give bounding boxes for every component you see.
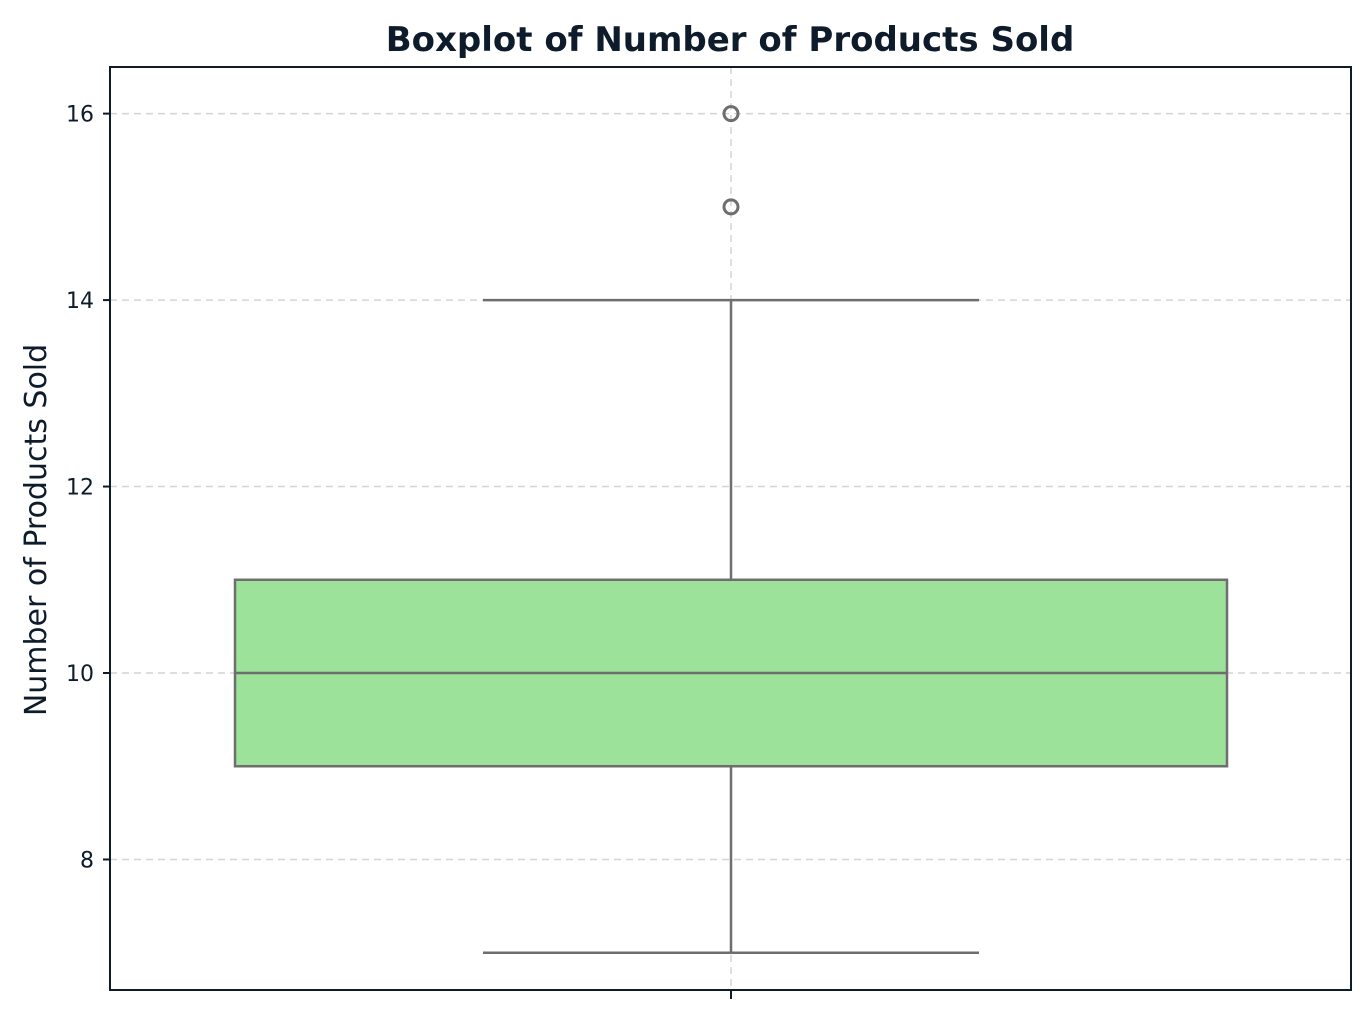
outlier-point <box>722 105 740 123</box>
y-tick-label: 14 <box>66 289 94 314</box>
outlier-point <box>722 198 740 216</box>
boxplot <box>233 105 1229 954</box>
y-tick-label: 10 <box>66 662 94 687</box>
y-tick-label: 12 <box>66 476 94 501</box>
y-tick-label: 16 <box>66 103 94 128</box>
y-tick-label: 8 <box>80 848 94 873</box>
y-axis-ticks: 8 10 12 14 16 <box>66 103 732 999</box>
chart-title: Boxplot of Number of Products Sold <box>386 20 1075 60</box>
y-axis-label: Number of Products Sold <box>19 344 54 716</box>
